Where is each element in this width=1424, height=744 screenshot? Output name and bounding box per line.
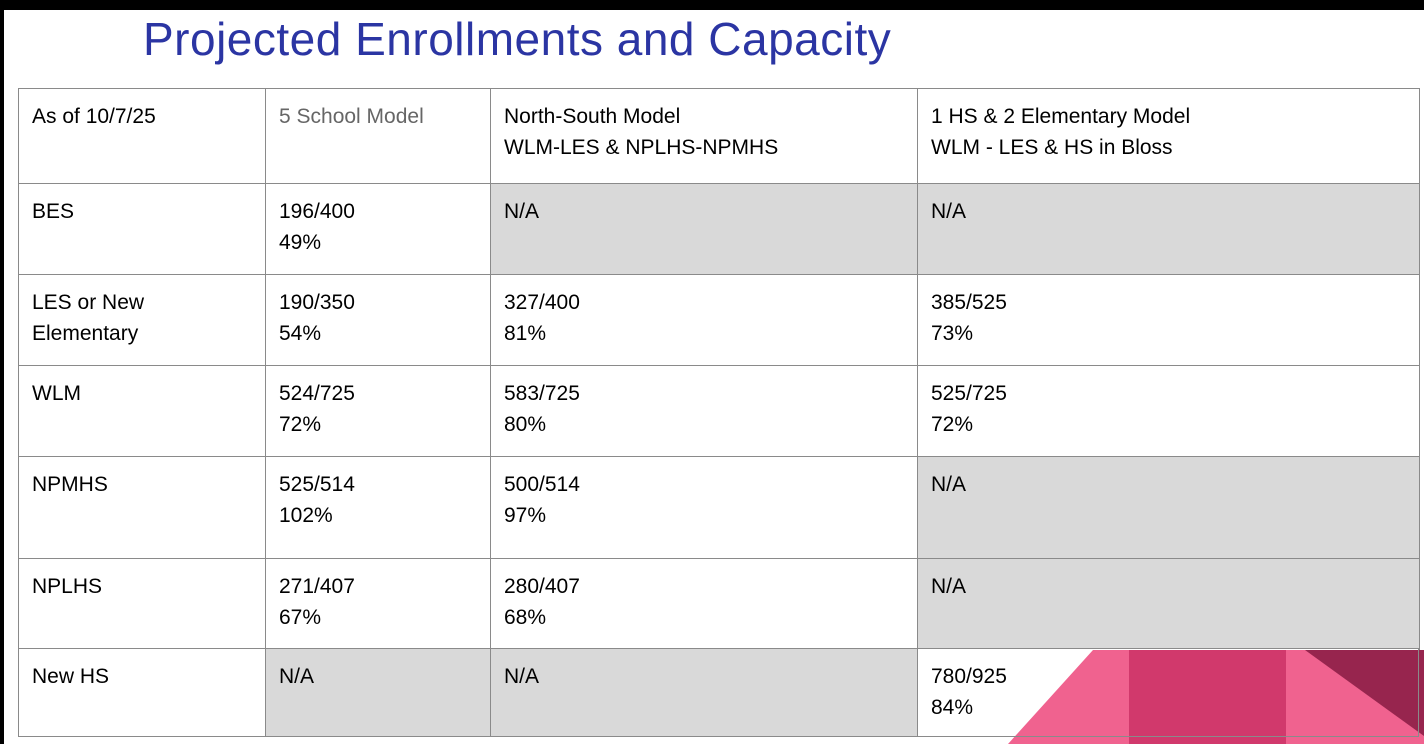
cell-enrollment: 280/407: [504, 575, 580, 598]
cell-enrollment: 525/725: [931, 382, 1007, 405]
cell-enrollment: N/A: [931, 575, 967, 598]
row-label: NPLHS: [32, 575, 103, 598]
enrollment-capacity-table: As of 10/7/25 5 School Model North-South…: [18, 88, 1420, 737]
cell-enrollment: 780/925: [931, 665, 1007, 688]
table-row: NPLHS 271/407 67% 280/407 68% N/A: [18, 558, 1420, 649]
cell-enrollment: 190/350: [279, 291, 355, 314]
cell-percent: 80%: [504, 413, 547, 436]
cell-percent: 72%: [279, 413, 322, 436]
table-cell: 780/925 84%: [917, 648, 1420, 737]
cell-enrollment: 524/725: [279, 382, 355, 405]
column-header-1hs-2elementary-model: 1 HS & 2 Elementary Model WLM - LES & HS…: [917, 88, 1420, 184]
header-line: 5 School Model: [279, 105, 424, 128]
column-header-date: As of 10/7/25: [18, 88, 266, 184]
table-cell: 500/514 97%: [490, 456, 918, 559]
table-row: NPMHS 525/514 102% 500/514 97% N/A: [18, 456, 1420, 559]
table-cell: 190/350 54%: [265, 274, 491, 366]
page-title: Projected Enrollments and Capacity: [143, 13, 892, 65]
cell-enrollment: N/A: [504, 200, 540, 223]
cell-percent: 54%: [279, 322, 322, 345]
cell-percent: 72%: [931, 413, 974, 436]
table-cell: N/A: [265, 648, 491, 737]
row-label-cell: NPMHS: [18, 456, 266, 559]
cell-enrollment: N/A: [931, 200, 967, 223]
row-label-cell: LES or New Elementary: [18, 274, 266, 366]
table-cell: N/A: [917, 558, 1420, 649]
cell-enrollment: 196/400: [279, 200, 355, 223]
row-label: WLM: [32, 382, 81, 405]
table-cell: 525/514 102%: [265, 456, 491, 559]
cell-enrollment: 583/725: [504, 382, 580, 405]
column-header-5-school-model: 5 School Model: [265, 88, 491, 184]
header-subline: WLM-LES & NPLHS-NPMHS: [504, 136, 779, 159]
cell-enrollment: 271/407: [279, 575, 355, 598]
cell-percent: 84%: [931, 696, 974, 719]
table-cell: 271/407 67%: [265, 558, 491, 649]
header-line: North-South Model: [504, 105, 681, 128]
table-cell: N/A: [917, 456, 1420, 559]
table-row: BES 196/400 49% N/A N/A: [18, 183, 1420, 275]
cell-enrollment: 500/514: [504, 473, 580, 496]
table-cell: 280/407 68%: [490, 558, 918, 649]
cell-enrollment: N/A: [279, 665, 315, 688]
table-cell: N/A: [917, 183, 1420, 275]
cell-enrollment: N/A: [504, 665, 540, 688]
row-label-cell: New HS: [18, 648, 266, 737]
table-header-row: As of 10/7/25 5 School Model North-South…: [18, 88, 1420, 184]
top-edge-bar: [0, 0, 1424, 10]
cell-percent: 49%: [279, 231, 322, 254]
table-cell: 196/400 49%: [265, 183, 491, 275]
cell-percent: 81%: [504, 322, 547, 345]
cell-percent: 102%: [279, 504, 333, 527]
row-label: BES: [32, 200, 75, 223]
table-cell: 385/525 73%: [917, 274, 1420, 366]
cell-percent: 73%: [931, 322, 974, 345]
cell-enrollment: 525/514: [279, 473, 355, 496]
table-cell: 583/725 80%: [490, 365, 918, 457]
header-subline: WLM - LES & HS in Bloss: [931, 136, 1173, 159]
cell-enrollment: 327/400: [504, 291, 580, 314]
row-label: NPMHS: [32, 473, 108, 496]
row-label-cell: WLM: [18, 365, 266, 457]
header-line: 1 HS & 2 Elementary Model: [931, 105, 1191, 128]
cell-percent: 67%: [279, 606, 322, 629]
header-line: As of 10/7/25: [32, 105, 156, 128]
table-row: New HS N/A N/A 780/925 84%: [18, 648, 1420, 737]
row-label-cell: NPLHS: [18, 558, 266, 649]
table-row: LES or New Elementary 190/350 54% 327/40…: [18, 274, 1420, 366]
table-cell: N/A: [490, 183, 918, 275]
left-edge-bar: [0, 0, 4, 744]
row-label: New HS: [32, 665, 110, 688]
table-cell: 327/400 81%: [490, 274, 918, 366]
table-row: WLM 524/725 72% 583/725 80% 525/725 72%: [18, 365, 1420, 457]
table-cell: 525/725 72%: [917, 365, 1420, 457]
cell-percent: 68%: [504, 606, 547, 629]
row-label: LES or New Elementary: [32, 291, 145, 345]
table-cell: 524/725 72%: [265, 365, 491, 457]
cell-enrollment: N/A: [931, 473, 967, 496]
cell-enrollment: 385/525: [931, 291, 1007, 314]
row-label-cell: BES: [18, 183, 266, 275]
column-header-north-south-model: North-South Model WLM-LES & NPLHS-NPMHS: [490, 88, 918, 184]
cell-percent: 97%: [504, 504, 547, 527]
table-cell: N/A: [490, 648, 918, 737]
